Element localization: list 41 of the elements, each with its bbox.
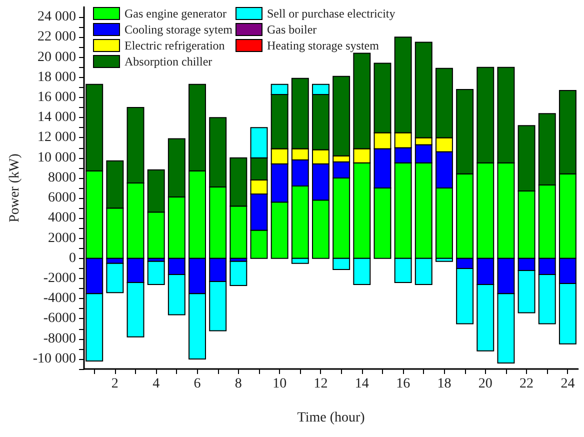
bar — [147, 260, 165, 286]
x-tick-label: 8 — [234, 376, 242, 392]
legend-label: Sell or purchase electricity — [266, 6, 396, 20]
y-tick-label: 18 000 — [38, 70, 76, 85]
y-tick-label: 8000 — [48, 170, 76, 186]
y-tick-label: -8000 — [43, 331, 76, 346]
y-tick-label: 2000 — [48, 230, 76, 246]
y-tick-label: -6000 — [43, 311, 76, 326]
y-tick-label: 20 000 — [38, 50, 76, 65]
x-tick-label: 20 — [478, 376, 492, 392]
x-tick-label: 18 — [437, 376, 452, 392]
legend-label: Gas engine generator — [124, 6, 226, 20]
y-tick-label: 14 000 — [38, 110, 76, 126]
x-tick-label: 24 — [560, 376, 575, 392]
x-axis-title: Time (hour) — [297, 410, 366, 426]
y-tick-label: -10 000 — [32, 351, 76, 366]
legend-label: Heating storage system — [266, 38, 380, 52]
x-tick-label: 16 — [396, 376, 410, 392]
y-tick-label: 4000 — [48, 210, 76, 226]
x-tick-label: 14 — [354, 376, 369, 392]
x-tick-label: 4 — [152, 376, 160, 392]
y-tick-label: 24 000 — [38, 10, 76, 25]
y-tick-label: -2000 — [43, 271, 76, 286]
x-tick-label: 2 — [111, 376, 118, 392]
x-tick-label: 10 — [272, 376, 287, 392]
y-tick-label: -4000 — [43, 291, 76, 306]
y-axis-title: Power (kW) — [8, 153, 22, 222]
y-tick-label: 16 000 — [38, 90, 76, 105]
y-tick-label: 22 000 — [38, 30, 76, 45]
x-tick-label: 12 — [314, 376, 328, 392]
y-tick-label: 12 000 — [38, 130, 76, 146]
legend-label: Electric refrigeration — [124, 38, 225, 52]
x-tick-label: 22 — [520, 376, 534, 392]
y-tick-label: 10 000 — [38, 150, 76, 166]
bar — [230, 260, 248, 286]
y-tick-label: 6000 — [48, 190, 76, 206]
y-tick-label: 0 — [69, 250, 76, 266]
x-tick-label: 6 — [194, 376, 201, 392]
legend-label: Cooling storage sytem — [124, 22, 234, 36]
legend-label: Absorption chiller — [124, 54, 212, 68]
legend-label: Gas boiler — [266, 22, 317, 36]
